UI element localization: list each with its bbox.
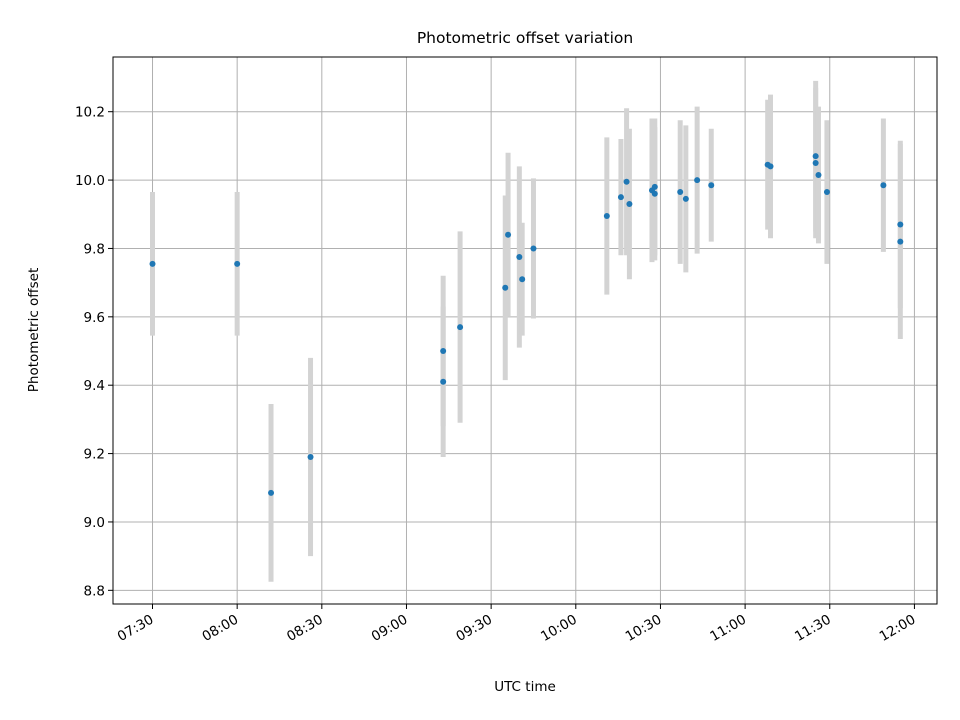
data-point [708,182,715,189]
data-point [823,189,830,196]
data-point [234,260,241,267]
data-point [457,324,464,331]
y-axis-label: Photometric offset [26,268,42,392]
data-points [149,153,904,496]
y-tick-label: 9.2 [84,447,105,463]
data-point [440,348,447,355]
data-point [505,231,512,238]
x-tick-label: 11:30 [792,612,834,645]
x-axis: 07:30 08:00 08:30 09:00 09:30 10:00 10:30 11:00… [115,604,919,645]
data-point [812,159,819,166]
y-tick-label: 10.2 [75,105,105,121]
data-point [617,194,624,201]
data-point [812,153,819,160]
data-point [440,378,447,385]
x-tick-label: 10:30 [623,612,665,645]
data-point [815,171,822,178]
data-point [767,163,774,170]
x-axis-label: UTC time [494,679,556,695]
data-point [682,195,689,202]
data-point [677,189,684,196]
x-tick-label: 08:30 [284,612,326,645]
data-point [502,284,509,291]
x-tick-label: 09:00 [369,612,411,645]
y-axis: 8.8 9.0 9.2 9.4 9.6 9.8 10.0 10.2 [75,105,113,599]
data-point [694,177,701,184]
data-point [626,201,633,208]
data-point [149,260,156,267]
x-tick-label: 10:00 [538,612,580,645]
x-tick-label: 11:00 [707,612,749,645]
data-point [530,245,537,252]
y-tick-label: 10.0 [75,173,105,189]
y-tick-label: 9.0 [84,515,105,531]
y-tick-label: 9.4 [84,378,105,394]
data-point [307,453,314,460]
y-tick-label: 8.8 [84,583,105,599]
data-point [651,183,658,190]
x-tick-label: 07:30 [115,612,157,645]
data-point [603,212,610,219]
data-point [516,253,523,260]
data-point [519,276,526,283]
grid [113,57,937,604]
plot-frame [112,56,938,605]
error-bars [150,80,903,582]
data-point [880,182,887,189]
x-tick-label: 12:00 [877,612,919,645]
data-point [268,489,275,496]
data-point [897,238,904,245]
data-point [623,178,630,185]
x-tick-label: 09:30 [453,612,495,645]
x-tick-label: 08:00 [199,612,241,645]
y-tick-label: 9.6 [84,310,105,326]
data-point [897,221,904,228]
y-tick-label: 9.8 [84,241,105,257]
data-point [651,190,658,197]
chart-title: Photometric offset variation [417,29,633,47]
